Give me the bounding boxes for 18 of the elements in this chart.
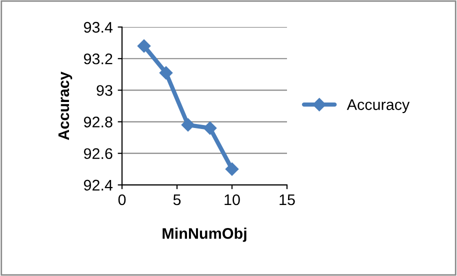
y-tick-label: 93 (96, 85, 112, 96)
x-tick-label: 10 (224, 194, 240, 206)
point (137, 39, 151, 53)
y-tick-label: 92.4 (84, 180, 113, 191)
y-tick-label: 92.8 (84, 116, 112, 128)
legend-label: Accuracy (346, 99, 410, 114)
point (159, 66, 173, 80)
point (225, 162, 239, 176)
x-tick-label: 0 (118, 194, 126, 206)
y-tick-label: 92.6 (84, 148, 112, 160)
point (203, 122, 217, 135)
y-axis-title: Accuracy (58, 72, 72, 140)
y-tick-label: 93.4 (84, 22, 113, 33)
y-tick-label: 93.2 (84, 53, 112, 64)
point (181, 118, 195, 132)
x-tick-label: 15 (280, 194, 295, 206)
x-tick-label: 5 (173, 194, 181, 206)
x-axis-title: MinNumObj (162, 228, 246, 242)
